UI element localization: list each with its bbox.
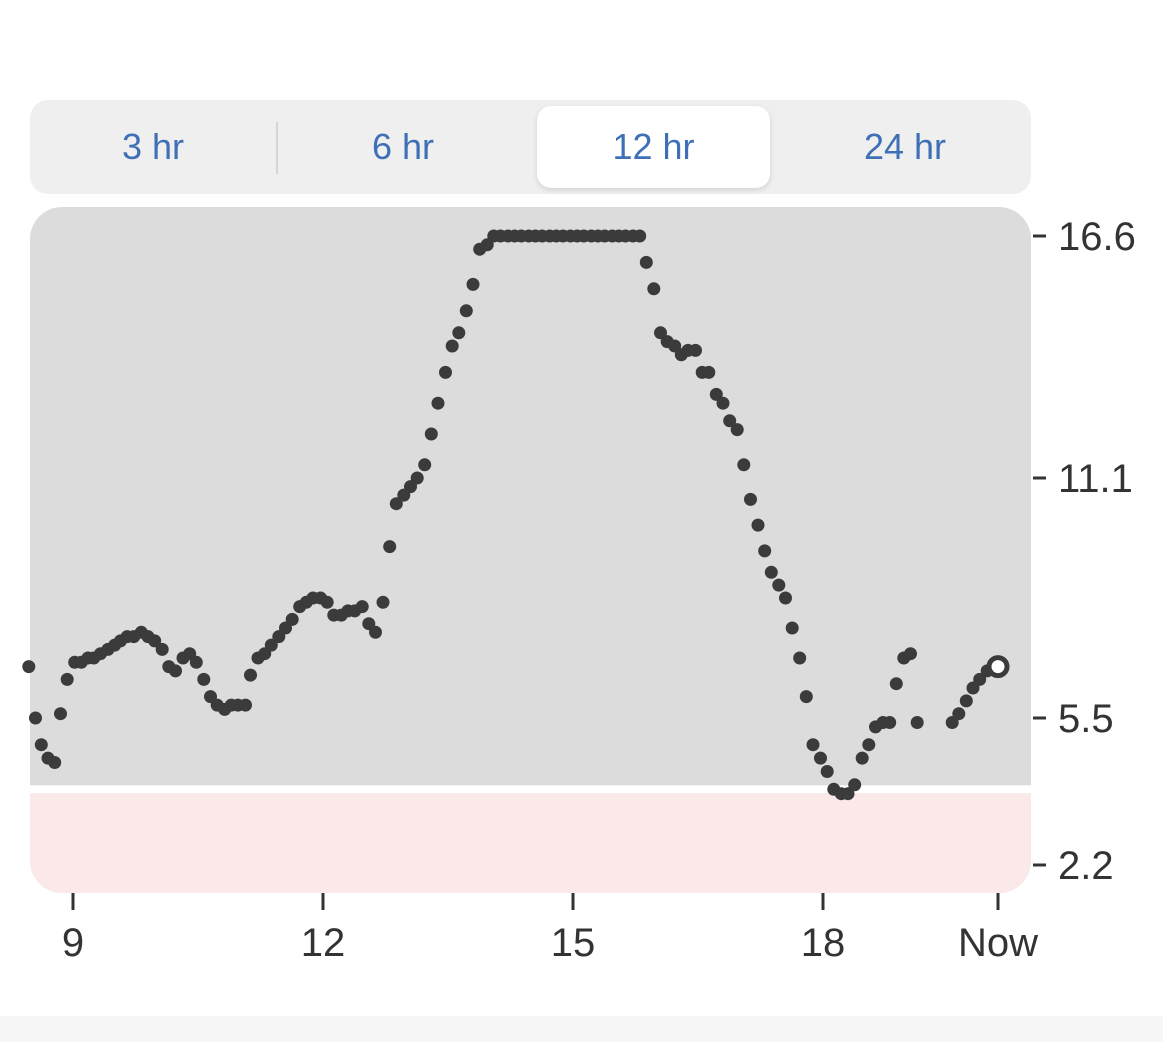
- data-point: [889, 677, 903, 691]
- data-point: [841, 787, 855, 801]
- data-point: [376, 595, 390, 609]
- data-point: [814, 751, 827, 765]
- data-point: [424, 427, 438, 441]
- data-point: [189, 655, 203, 669]
- data-point: [904, 647, 917, 661]
- data-point: [772, 578, 786, 592]
- x-tick-label: 12: [301, 921, 346, 965]
- data-point: [764, 565, 778, 579]
- data-point: [369, 625, 382, 639]
- data-point: [654, 326, 667, 340]
- y-axis: 16.6 11.1 5.5 2.2: [1033, 215, 1136, 888]
- data-point: [244, 668, 257, 682]
- data-point: [737, 458, 751, 472]
- data-point: [148, 634, 162, 648]
- data-point: [355, 600, 369, 614]
- data-point: [639, 255, 653, 269]
- x-tick-label: Now: [958, 921, 1038, 965]
- data-point: [806, 738, 820, 752]
- data-point: [855, 751, 869, 765]
- data-point: [320, 595, 334, 609]
- y-tick-label: 11.1: [1058, 457, 1133, 501]
- plot-area: [30, 207, 1031, 893]
- data-point: [383, 540, 397, 554]
- data-point: [785, 621, 799, 635]
- time-range-selector[interactable]: 3 hr 6 hr 12 hr 24 hr: [30, 100, 1031, 194]
- x-tick-label: 15: [551, 921, 596, 965]
- data-point: [29, 711, 42, 725]
- y-tick-label: 5.5: [1058, 697, 1114, 741]
- data-point: [439, 365, 452, 379]
- x-tick-label: 9: [62, 921, 84, 965]
- data-points: [22, 229, 1010, 801]
- data-point: [820, 765, 834, 778]
- y-tick-label: 2.2: [1058, 844, 1114, 888]
- y-tick-label: 16.6: [1058, 215, 1136, 259]
- data-point: [34, 738, 48, 752]
- bottom-strip: [0, 1016, 1163, 1042]
- data-point: [973, 672, 987, 686]
- data-point: [751, 518, 765, 532]
- data-point: [418, 458, 432, 472]
- data-point: [54, 707, 67, 721]
- data-point: [452, 326, 466, 340]
- current-reading-point[interactable]: [986, 655, 1010, 679]
- data-point: [689, 343, 702, 357]
- data-point: [389, 497, 403, 511]
- glucose-chart: 16.6 11.1 5.5 2.2 9 12 15 18 Now: [22, 207, 1136, 965]
- x-axis: 9 12 15 18 Now: [62, 893, 1038, 965]
- data-point: [883, 716, 897, 729]
- plot-background: [30, 207, 1031, 893]
- data-point: [862, 738, 876, 752]
- data-point: [702, 365, 716, 379]
- low-range-zone: [30, 793, 1031, 893]
- data-point: [285, 612, 299, 626]
- data-point: [799, 690, 813, 704]
- data-point: [848, 778, 862, 792]
- data-point: [60, 672, 74, 686]
- data-point: [744, 492, 757, 506]
- data-point: [431, 396, 445, 410]
- low-threshold-line: [30, 785, 1031, 794]
- data-point: [169, 664, 182, 678]
- segment-divider: [276, 122, 278, 174]
- data-point: [22, 660, 36, 674]
- data-point: [709, 387, 723, 401]
- data-point: [793, 651, 807, 665]
- data-point: [445, 339, 459, 353]
- data-point: [466, 277, 480, 291]
- data-point: [197, 672, 211, 686]
- data-point: [910, 716, 924, 729]
- data-point: [758, 544, 772, 558]
- data-point: [716, 396, 730, 410]
- data-point: [779, 591, 792, 605]
- data-point: [633, 229, 647, 243]
- range-option-3hr[interactable]: 3 hr: [121, 126, 185, 167]
- data-point: [410, 471, 424, 485]
- data-point: [155, 642, 169, 656]
- range-option-12hr[interactable]: 12 hr: [537, 106, 770, 188]
- data-point: [952, 707, 966, 721]
- data-point: [959, 694, 973, 708]
- data-point: [48, 756, 62, 769]
- data-point: [459, 304, 473, 318]
- data-point: [730, 423, 744, 437]
- data-point: [264, 638, 278, 652]
- data-point: [723, 414, 737, 428]
- data-point: [647, 282, 661, 296]
- x-tick-label: 18: [801, 921, 846, 965]
- range-option-6hr[interactable]: 6 hr: [371, 126, 435, 167]
- range-option-24hr[interactable]: 24 hr: [863, 126, 947, 167]
- data-point: [239, 698, 252, 712]
